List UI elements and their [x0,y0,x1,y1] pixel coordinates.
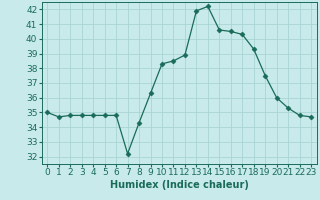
X-axis label: Humidex (Indice chaleur): Humidex (Indice chaleur) [110,180,249,190]
